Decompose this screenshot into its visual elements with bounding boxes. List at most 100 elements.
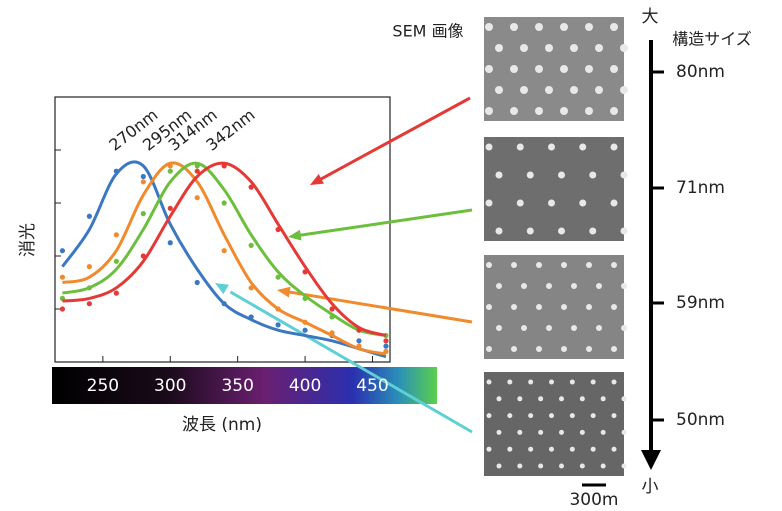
data-point (87, 301, 92, 306)
particle (521, 325, 527, 331)
particle (595, 44, 603, 52)
x-tick-label: 350 (221, 376, 253, 396)
particle (487, 380, 492, 385)
particle (517, 430, 522, 435)
particle (528, 447, 533, 452)
particle (528, 380, 533, 385)
particle (591, 413, 596, 418)
data-point (383, 344, 388, 349)
particle (622, 464, 627, 469)
particle (507, 413, 512, 418)
data-point (195, 169, 200, 174)
data-point (114, 232, 119, 237)
particle (585, 23, 593, 31)
particle (601, 396, 606, 401)
particle (559, 430, 564, 435)
particle (538, 430, 543, 435)
data-point (249, 285, 254, 290)
particle (560, 107, 568, 115)
particle (591, 380, 596, 385)
particle (487, 413, 492, 418)
particle (586, 346, 592, 352)
sem-title: SEM 画像 (392, 22, 463, 41)
particle (560, 23, 568, 31)
particle (585, 65, 593, 73)
particle (520, 86, 528, 94)
particle (579, 200, 586, 207)
data-point (276, 275, 281, 280)
data-point (141, 174, 146, 179)
particle (496, 228, 503, 235)
size-title: 構造サイズ (672, 30, 752, 49)
data-point (195, 195, 200, 200)
particle (620, 86, 628, 94)
particle (535, 65, 543, 73)
data-point (276, 322, 281, 327)
particle (621, 228, 628, 235)
data-point (168, 240, 173, 245)
particle (580, 430, 585, 435)
size-label: 50nm (676, 410, 725, 430)
arrowhead (277, 287, 291, 298)
x-tick-label: 400 (289, 376, 321, 396)
particle (620, 44, 628, 52)
particle (485, 23, 493, 31)
particle (549, 413, 554, 418)
data-point (114, 291, 119, 296)
particle (546, 325, 552, 331)
data-point (329, 330, 334, 335)
data-point (168, 169, 173, 174)
particle (485, 65, 493, 73)
scale-bar-label: 300m (569, 490, 618, 510)
particle (511, 304, 517, 310)
arrowhead (215, 283, 229, 294)
particle (507, 380, 512, 385)
particle (596, 325, 602, 331)
particle (621, 325, 627, 331)
particle (612, 380, 617, 385)
data-point (60, 306, 65, 311)
particle (548, 200, 555, 207)
particle (536, 262, 542, 268)
particle (520, 44, 528, 52)
arrowhead (288, 230, 302, 241)
data-point (195, 280, 200, 285)
particle (535, 107, 543, 115)
particle (571, 283, 577, 289)
particle (497, 464, 502, 469)
data-point (141, 253, 146, 258)
x-tick-label: 300 (154, 376, 186, 396)
particle (546, 283, 552, 289)
particle (570, 380, 575, 385)
particle (538, 464, 543, 469)
data-point (222, 248, 227, 253)
data-point (168, 206, 173, 211)
data-point (114, 169, 119, 174)
particle (621, 283, 627, 289)
particle (507, 447, 512, 452)
particle (545, 44, 553, 52)
particle (591, 447, 596, 452)
particle (570, 447, 575, 452)
data-point (383, 338, 388, 343)
particle (517, 200, 524, 207)
sem-image (484, 17, 624, 121)
particle (611, 346, 617, 352)
sem-images (484, 17, 628, 476)
particle (538, 396, 543, 401)
data-point (383, 349, 388, 354)
particle (496, 325, 502, 331)
particle (486, 262, 492, 268)
particle (571, 325, 577, 331)
particle (517, 396, 522, 401)
particle (549, 380, 554, 385)
data-point (302, 320, 307, 325)
y-axis-label: 消光 (18, 223, 38, 257)
particle (536, 304, 542, 310)
particle (548, 144, 555, 151)
data-point (114, 259, 119, 264)
particle (495, 44, 503, 52)
particle (622, 430, 627, 435)
particle (579, 144, 586, 151)
data-point (141, 211, 146, 216)
